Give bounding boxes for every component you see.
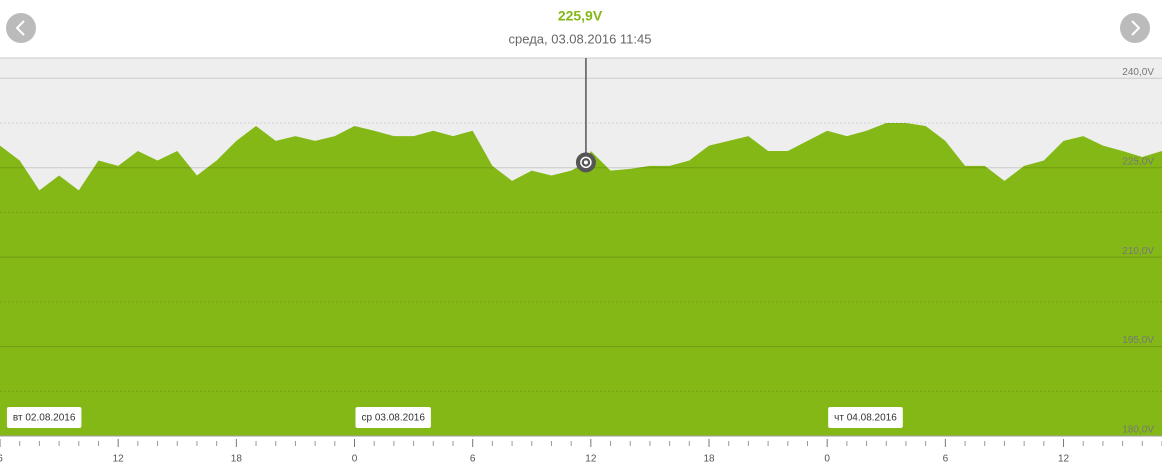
x-tick-label: 6 [470, 454, 476, 465]
y-tick-label: 195,0V [1122, 335, 1154, 346]
date-label-box [828, 407, 903, 428]
y-tick-label: 225,0V [1122, 156, 1154, 167]
chart-subtitle: среда, 03.08.2016 11:45 [509, 31, 652, 46]
y-tick-label: 210,0V [1122, 246, 1154, 257]
date-label: вт 02.08.2016 [13, 413, 76, 424]
x-tick-label: 6 [943, 454, 949, 465]
x-tick-label: 12 [585, 454, 597, 465]
selected-point-dot [583, 160, 588, 165]
next-button[interactable] [1120, 13, 1150, 43]
x-tick-label: 12 [1058, 454, 1070, 465]
x-tick-label: 18 [231, 454, 243, 465]
date-label: чт 04.08.2016 [834, 413, 897, 424]
chart-title: 225,9V [558, 8, 603, 24]
x-tick-label: 0 [352, 454, 358, 465]
date-label-box [6, 407, 82, 428]
y-tick-label: 180,0V [1122, 425, 1154, 436]
area [0, 122, 1162, 437]
x-tick-label: 0 [824, 454, 830, 465]
x-tick-label: 6 [0, 454, 3, 465]
x-tick-label: 12 [113, 454, 125, 465]
date-label: ср 03.08.2016 [362, 413, 426, 424]
date-label-box [355, 407, 431, 428]
prev-button[interactable] [6, 13, 36, 43]
selected-point-ring [580, 156, 592, 169]
x-tick-label: 18 [703, 454, 715, 465]
y-tick-label: 240,0V [1122, 67, 1154, 78]
header [0, 0, 1162, 58]
